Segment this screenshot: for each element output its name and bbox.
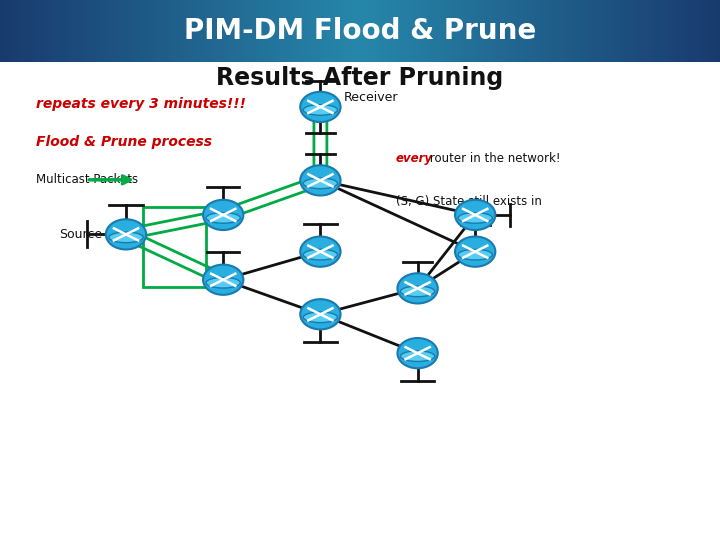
Text: 38: 38 bbox=[701, 10, 713, 20]
Text: repeats every 3 minutes!!!: repeats every 3 minutes!!! bbox=[36, 97, 246, 111]
Text: 1197_05_2000_c2   © 2000, Cisco Systems, Inc.: 1197_05_2000_c2 © 2000, Cisco Systems, I… bbox=[7, 6, 191, 16]
Text: router in the network!: router in the network! bbox=[426, 152, 561, 165]
Circle shape bbox=[300, 299, 341, 329]
Circle shape bbox=[455, 237, 495, 267]
Circle shape bbox=[397, 338, 438, 368]
Text: every: every bbox=[396, 152, 433, 165]
Ellipse shape bbox=[206, 278, 240, 288]
Ellipse shape bbox=[206, 213, 240, 223]
Text: Receiver: Receiver bbox=[343, 91, 398, 104]
Ellipse shape bbox=[400, 286, 435, 296]
Text: PIM-DM Flood & Prune: PIM-DM Flood & Prune bbox=[184, 17, 536, 45]
Ellipse shape bbox=[303, 105, 338, 115]
Text: Source: Source bbox=[59, 228, 102, 241]
Text: (S, G) State still exists in: (S, G) State still exists in bbox=[396, 195, 542, 208]
Circle shape bbox=[203, 265, 243, 295]
Circle shape bbox=[300, 237, 341, 267]
Text: cisco.com: cisco.com bbox=[330, 10, 390, 23]
Ellipse shape bbox=[303, 312, 338, 322]
Text: Multicast Packets: Multicast Packets bbox=[36, 173, 138, 186]
Circle shape bbox=[397, 273, 438, 303]
Circle shape bbox=[203, 200, 243, 230]
Text: Results After Pruning: Results After Pruning bbox=[217, 66, 503, 90]
Text: 2214: 2214 bbox=[7, 14, 28, 23]
Bar bbox=[143, 207, 206, 287]
Circle shape bbox=[300, 92, 341, 122]
Circle shape bbox=[300, 165, 341, 195]
Ellipse shape bbox=[303, 178, 338, 188]
Ellipse shape bbox=[303, 249, 338, 260]
Ellipse shape bbox=[400, 351, 435, 361]
Ellipse shape bbox=[458, 213, 492, 223]
Ellipse shape bbox=[458, 249, 492, 260]
Circle shape bbox=[455, 200, 495, 230]
Circle shape bbox=[106, 219, 146, 249]
Text: Flood & Prune process: Flood & Prune process bbox=[36, 135, 212, 149]
Ellipse shape bbox=[109, 232, 143, 242]
